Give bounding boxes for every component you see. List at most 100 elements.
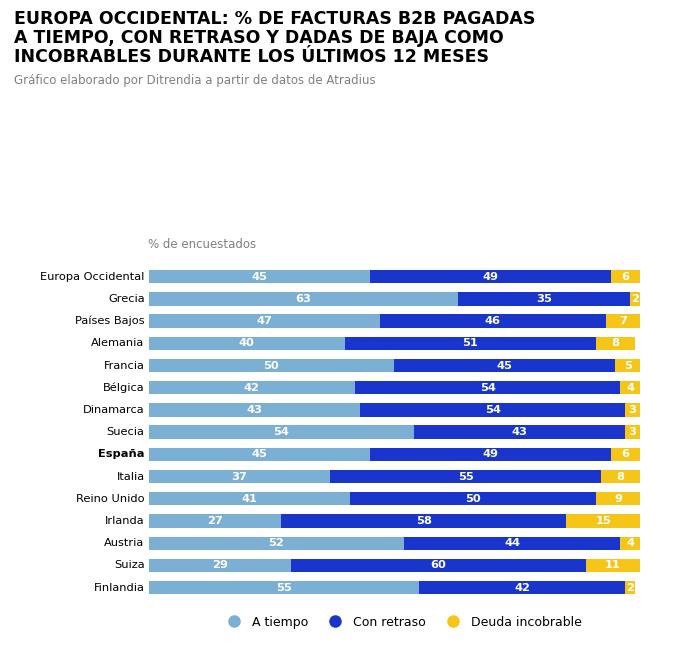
Text: Italia: Italia — [117, 471, 144, 482]
Text: 8: 8 — [616, 471, 624, 482]
Bar — [291, 559, 586, 572]
Text: 47: 47 — [256, 316, 272, 326]
Text: 42: 42 — [514, 582, 530, 593]
Bar — [616, 359, 640, 372]
Text: 15: 15 — [595, 516, 611, 526]
Text: 51: 51 — [462, 338, 479, 348]
Text: Francia: Francia — [104, 361, 144, 370]
Bar — [148, 537, 404, 550]
Bar — [148, 514, 281, 528]
Bar — [148, 448, 370, 461]
Text: INCOBRABLES DURANTE LOS ÚLTIMOS 12 MESES: INCOBRABLES DURANTE LOS ÚLTIMOS 12 MESES — [14, 48, 489, 66]
Text: 3: 3 — [628, 427, 637, 437]
Bar — [148, 426, 414, 439]
Text: 29: 29 — [212, 561, 227, 570]
Text: Finlandia: Finlandia — [94, 582, 144, 593]
Bar — [630, 292, 640, 306]
Text: 49: 49 — [482, 272, 498, 282]
Bar — [360, 403, 625, 417]
Text: 9: 9 — [614, 494, 622, 504]
Text: 58: 58 — [416, 516, 432, 526]
Text: 43: 43 — [246, 405, 262, 415]
Text: Europa Occidental: Europa Occidental — [40, 272, 144, 282]
Text: Irlanda: Irlanda — [105, 516, 144, 526]
Text: A TIEMPO, CON RETRASO Y DADAS DE BAJA COMO: A TIEMPO, CON RETRASO Y DADAS DE BAJA CO… — [14, 29, 504, 47]
Bar — [370, 270, 610, 283]
Text: Suiza: Suiza — [114, 561, 144, 570]
Text: % de encuestados: % de encuestados — [148, 238, 256, 251]
Bar — [148, 381, 355, 394]
Bar — [345, 337, 596, 350]
Text: 49: 49 — [482, 450, 498, 459]
Bar — [281, 514, 566, 528]
Text: Países Bajos: Países Bajos — [75, 316, 144, 326]
Text: 54: 54 — [480, 382, 495, 393]
Text: Bélgica: Bélgica — [103, 382, 144, 393]
Bar — [625, 426, 640, 439]
Bar — [596, 337, 635, 350]
Bar — [404, 537, 620, 550]
Bar — [625, 403, 640, 417]
Bar — [414, 426, 625, 439]
Text: 5: 5 — [624, 361, 632, 370]
Text: 55: 55 — [276, 582, 292, 593]
Bar — [350, 492, 596, 506]
Text: 50: 50 — [465, 494, 481, 504]
Bar — [379, 314, 605, 328]
Text: Gráfico elaborado por Ditrendia a partir de datos de Atradius: Gráfico elaborado por Ditrendia a partir… — [14, 74, 375, 87]
Text: 63: 63 — [296, 294, 311, 304]
Text: 43: 43 — [512, 427, 528, 437]
Text: Austria: Austria — [105, 538, 144, 548]
Text: 2: 2 — [626, 582, 634, 593]
Text: 50: 50 — [263, 361, 279, 370]
Bar — [148, 470, 330, 483]
Bar — [596, 492, 640, 506]
Bar — [370, 448, 610, 461]
Text: 45: 45 — [251, 450, 267, 459]
Text: 44: 44 — [504, 538, 520, 548]
Bar — [601, 470, 640, 483]
Bar — [148, 403, 360, 417]
Bar — [586, 559, 640, 572]
Bar — [566, 514, 640, 528]
Text: 4: 4 — [626, 538, 634, 548]
Bar — [418, 581, 625, 594]
Text: 3: 3 — [628, 405, 637, 415]
Text: 42: 42 — [244, 382, 260, 393]
Text: Reino Unido: Reino Unido — [76, 494, 144, 504]
Bar — [330, 470, 601, 483]
Bar — [148, 314, 379, 328]
Bar — [148, 492, 350, 506]
Text: 27: 27 — [207, 516, 223, 526]
Text: 52: 52 — [269, 538, 284, 548]
Text: 46: 46 — [485, 316, 501, 326]
Text: 7: 7 — [619, 316, 627, 326]
Text: EUROPA OCCIDENTAL: % DE FACTURAS B2B PAGADAS: EUROPA OCCIDENTAL: % DE FACTURAS B2B PAG… — [14, 10, 535, 28]
Text: 45: 45 — [251, 272, 267, 282]
Bar — [148, 337, 345, 350]
Text: 45: 45 — [497, 361, 513, 370]
Bar — [620, 537, 640, 550]
Bar — [605, 314, 640, 328]
Bar — [148, 559, 291, 572]
Text: 8: 8 — [612, 338, 620, 348]
Text: 6: 6 — [621, 450, 629, 459]
Text: 4: 4 — [626, 382, 634, 393]
Bar — [610, 270, 640, 283]
Bar — [148, 359, 394, 372]
Bar — [610, 448, 640, 461]
Text: 37: 37 — [232, 471, 247, 482]
Text: España: España — [98, 450, 144, 459]
Text: Dinamarca: Dinamarca — [83, 405, 144, 415]
Bar — [620, 381, 640, 394]
Text: 60: 60 — [431, 561, 446, 570]
Bar — [148, 292, 458, 306]
Bar — [394, 359, 616, 372]
Bar — [148, 270, 370, 283]
Text: 54: 54 — [485, 405, 500, 415]
Text: 2: 2 — [631, 294, 639, 304]
Bar — [148, 581, 418, 594]
Bar — [458, 292, 630, 306]
Text: Alemania: Alemania — [91, 338, 144, 348]
Text: 41: 41 — [242, 494, 257, 504]
